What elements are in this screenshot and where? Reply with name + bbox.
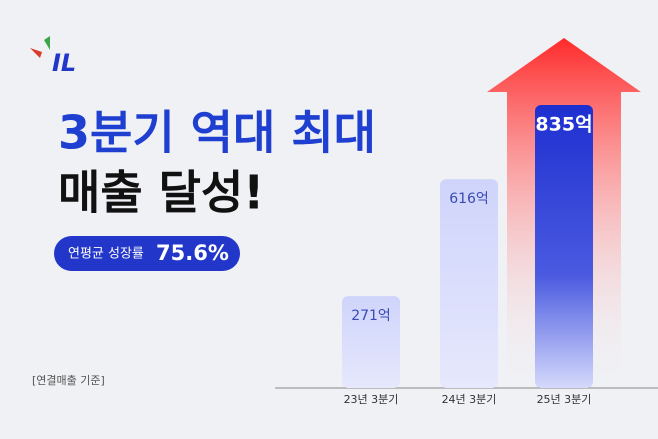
bar: [535, 105, 593, 388]
value-label: 616억: [449, 191, 489, 207]
badge: [54, 236, 240, 271]
bar: [440, 179, 498, 388]
x-tick-label: 23년 3분기: [344, 393, 399, 406]
note: [연결매출 기준]: [32, 374, 105, 387]
logo-text: IL: [52, 49, 76, 77]
value-label: 271억: [351, 308, 391, 324]
title-line: 매출 달성!: [58, 166, 264, 220]
value-label: 835억: [535, 114, 592, 136]
badge-label: 연평균 성장률: [68, 247, 144, 262]
x-tick-label: 25년 3분기: [537, 393, 592, 406]
x-tick-label: 24년 3분기: [442, 393, 497, 406]
title-line: 3분기 역대 최대: [58, 106, 376, 160]
bar: [342, 296, 400, 388]
badge-value: 75.6%: [156, 241, 229, 265]
logo: IL: [30, 36, 76, 77]
